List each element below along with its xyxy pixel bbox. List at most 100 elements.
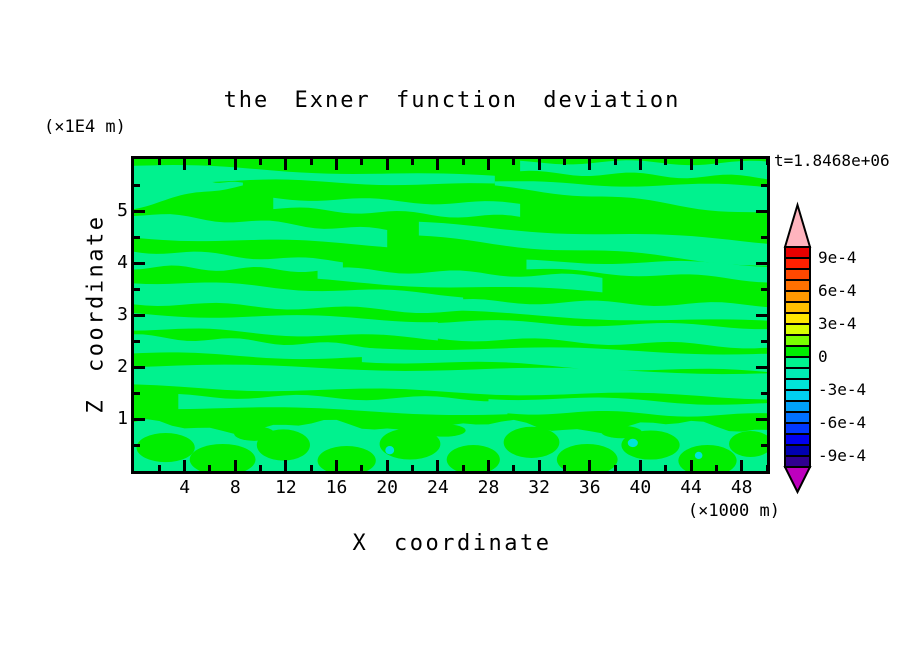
negative-contour-band bbox=[317, 267, 603, 293]
contour-field bbox=[134, 160, 767, 471]
x-axis-unit-label: (×1000 m) bbox=[687, 501, 780, 521]
left-axis-tick bbox=[134, 235, 140, 239]
top-axis-tick bbox=[613, 159, 617, 165]
negative-contour-band bbox=[488, 397, 767, 417]
right-axis-tick bbox=[761, 235, 767, 239]
left-axis-tick bbox=[134, 417, 145, 421]
top-axis-tick bbox=[335, 159, 339, 170]
positive-blob bbox=[503, 426, 560, 458]
negative-contour-band bbox=[450, 299, 767, 321]
positive-blob bbox=[189, 443, 256, 471]
left-axis-tick bbox=[134, 339, 140, 343]
bottom-axis-tick bbox=[613, 465, 617, 471]
top-axis-tick bbox=[740, 159, 744, 170]
colorbar bbox=[783, 201, 812, 495]
colorbar-over-arrow bbox=[783, 201, 812, 248]
colorbar-cell bbox=[784, 257, 811, 270]
top-axis-tick bbox=[638, 159, 642, 170]
colorbar-tick-label: 9e-4 bbox=[818, 248, 857, 267]
top-axis-tick bbox=[461, 159, 465, 165]
colorbar-cell bbox=[784, 411, 811, 424]
top-axis-tick bbox=[208, 159, 212, 165]
right-axis-tick bbox=[756, 417, 767, 421]
colorbar-tick-label: -6e-4 bbox=[818, 413, 867, 432]
right-axis-tick bbox=[761, 287, 767, 291]
colorbar-cell bbox=[784, 356, 811, 369]
bottom-axis-tick bbox=[436, 460, 440, 471]
colorbar-cell bbox=[784, 312, 811, 325]
bottom-axis-tick bbox=[512, 465, 516, 471]
top-axis-tick bbox=[689, 159, 693, 170]
x-tick-label: 28 bbox=[477, 477, 500, 498]
positive-blob bbox=[379, 428, 441, 460]
x-tick-label: 24 bbox=[426, 477, 449, 498]
bottom-axis-tick bbox=[309, 465, 313, 471]
colorbar-cell bbox=[784, 455, 811, 468]
right-axis-tick bbox=[756, 209, 767, 213]
plot-frame bbox=[131, 156, 770, 474]
colorbar-cell bbox=[784, 246, 811, 259]
x-tick-label: 44 bbox=[680, 477, 702, 498]
bottom-axis-tick bbox=[461, 465, 465, 471]
x-tick-label: 20 bbox=[376, 477, 399, 498]
bottom-axis-tick bbox=[233, 460, 237, 471]
negative-contour-band bbox=[361, 347, 767, 372]
z-tick-label: 2 bbox=[117, 356, 128, 377]
bottom-axis-tick bbox=[588, 460, 592, 471]
colorbar-cell bbox=[784, 279, 811, 292]
negative-contour-band bbox=[134, 364, 767, 400]
x-tick-label: 48 bbox=[730, 477, 753, 498]
plot-title: the Exner function deviation bbox=[223, 88, 681, 113]
right-axis-tick bbox=[761, 391, 767, 395]
colorbar-tick-label: 3e-4 bbox=[818, 314, 857, 333]
colorbar-cell bbox=[784, 301, 811, 314]
z-tick-label: 5 bbox=[117, 200, 128, 221]
colorbar-cell bbox=[784, 367, 811, 380]
top-axis-tick bbox=[233, 159, 237, 170]
colorbar-cell bbox=[784, 378, 811, 391]
positive-blob bbox=[234, 426, 275, 441]
top-axis-tick bbox=[537, 159, 541, 170]
negative-contour-band bbox=[178, 394, 508, 416]
top-axis-tick bbox=[562, 159, 566, 165]
bottom-axis-tick bbox=[385, 460, 389, 471]
negative-contour-band bbox=[494, 181, 767, 213]
negative-contour-band bbox=[134, 334, 381, 360]
bottom-axis-tick bbox=[689, 460, 693, 471]
bottom-axis-tick bbox=[714, 465, 718, 471]
right-axis-tick bbox=[756, 261, 767, 265]
bottom-axis-tick bbox=[664, 465, 668, 471]
negative-contour-band bbox=[134, 282, 464, 313]
positive-blob bbox=[556, 443, 618, 471]
z-tick-label: 3 bbox=[117, 304, 128, 325]
left-axis-tick bbox=[134, 365, 145, 369]
colorbar-cell bbox=[784, 389, 811, 402]
top-axis-tick bbox=[486, 159, 490, 170]
positive-blob bbox=[678, 445, 737, 471]
top-axis-tick bbox=[664, 159, 668, 165]
positive-blob bbox=[446, 445, 500, 471]
top-axis-tick bbox=[512, 159, 516, 165]
top-axis-tick bbox=[714, 159, 718, 165]
positive-blob bbox=[601, 425, 642, 439]
x-tick-label: 40 bbox=[629, 477, 652, 498]
top-axis-tick bbox=[259, 159, 263, 165]
x-tick-label: 8 bbox=[229, 477, 241, 498]
x-axis-title: X coordinate bbox=[352, 531, 552, 556]
colorbar-tick-label: -9e-4 bbox=[818, 446, 867, 465]
negative-contour-band bbox=[425, 320, 767, 349]
colorbar-cell bbox=[784, 422, 811, 435]
top-axis-tick bbox=[309, 159, 313, 165]
negative-contour-band bbox=[520, 160, 767, 180]
colorbar-under-arrow bbox=[783, 466, 812, 495]
top-axis-tick bbox=[360, 159, 364, 165]
x-tick-label: 4 bbox=[179, 477, 191, 498]
x-tick-label: 36 bbox=[578, 477, 601, 498]
colorbar-tick-label: 6e-4 bbox=[818, 281, 857, 300]
positive-blob bbox=[621, 430, 680, 460]
negative-speck bbox=[694, 451, 703, 460]
top-axis-tick bbox=[436, 159, 440, 170]
positive-blob bbox=[422, 424, 466, 437]
time-annotation: t=1.8468e+06 bbox=[774, 151, 890, 170]
